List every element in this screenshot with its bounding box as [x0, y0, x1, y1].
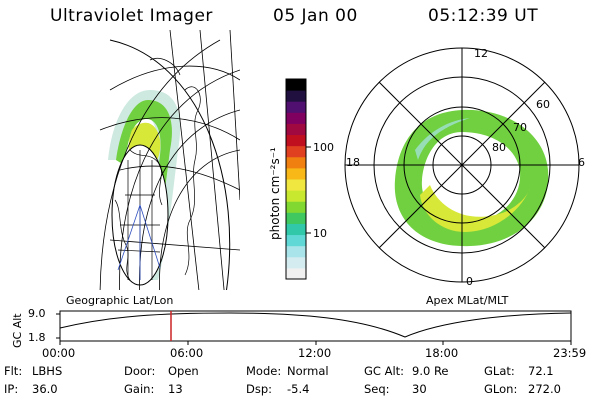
mlt-label-0: 0 [466, 275, 473, 288]
colorbar-band [286, 79, 306, 91]
footer-key: GC Alt: [364, 364, 405, 378]
geographic-map [99, 30, 240, 290]
colorbar-band [286, 90, 306, 102]
mlt-label-6: 6 [578, 156, 585, 169]
colorbar-band [286, 256, 306, 269]
time-tick-1200: 12:00 [298, 346, 332, 360]
altitude-tick-max: 9.0 [28, 307, 46, 320]
footer-value: 36.0 [32, 382, 58, 396]
footer-key: Mode: [246, 364, 282, 378]
mlt-label-18: 18 [346, 156, 360, 169]
footer-value: 272.0 [528, 382, 561, 396]
footer-value: 30 [412, 382, 427, 396]
altitude-tick-min: 1.8 [28, 331, 46, 344]
colorbar-band [286, 234, 306, 247]
footer-value: 72.1 [528, 364, 554, 378]
footer-value: LBHS [32, 364, 63, 378]
time-text: 05:12:39 UT [428, 6, 539, 26]
time-tick-2359: 23:59 [553, 346, 587, 360]
footer-key: Door: [124, 364, 156, 378]
altitude-axis-label: GC Alt [11, 313, 24, 348]
footer-value: -5.4 [287, 382, 310, 396]
colorbar-tick-100: 100 [313, 141, 334, 154]
colorbar-band [286, 267, 306, 280]
polar-plot [344, 47, 580, 283]
colorbar-band [286, 112, 306, 124]
altitude-curve [59, 312, 572, 338]
footer-key: Flt: [4, 364, 23, 378]
colorbar-unit-label: photon cm⁻²s⁻¹ [268, 147, 282, 240]
polar-label: Apex MLat/MLT [426, 294, 509, 307]
colorbar-band [286, 123, 306, 136]
colorbar-band [286, 223, 306, 236]
aurora-bright-polar [420, 185, 530, 232]
colorbar-band [286, 145, 306, 158]
footer-key: Dsp: [246, 382, 273, 396]
colorbar-band [286, 245, 306, 258]
colorbar-band [286, 101, 306, 113]
lat-label-60: 60 [536, 98, 550, 111]
footer-value: Open [168, 364, 199, 378]
colorbar [285, 78, 311, 280]
colorbar-band [286, 201, 306, 213]
altitude-plot [56, 310, 572, 345]
footer-value: 9.0 Re [412, 364, 449, 378]
colorbar-band [286, 156, 306, 169]
date-text: 05 Jan 00 [273, 6, 358, 26]
lat-label-70: 70 [513, 121, 527, 134]
lat-label-80: 80 [492, 141, 506, 154]
footer-key: GLon: [484, 382, 518, 396]
footer-value: 13 [168, 382, 183, 396]
time-tick-0600: 06:00 [170, 346, 204, 360]
footer-value: Normal [287, 364, 329, 378]
colorbar-band [286, 179, 306, 191]
colorbar-band [286, 190, 306, 202]
footer-key: Seq: [364, 382, 390, 396]
colorbar-band [286, 134, 306, 147]
footer-key: GLat: [484, 364, 515, 378]
geographic-label: Geographic Lat/Lon [66, 294, 174, 307]
mlt-label-12: 12 [474, 47, 488, 60]
footer-key: Gain: [124, 382, 155, 396]
footer-key: IP: [4, 382, 19, 396]
time-tick-1800: 18:00 [425, 346, 459, 360]
colorbar-band [286, 212, 306, 224]
colorbar-band [286, 167, 306, 180]
colorbar-tick-10: 10 [313, 227, 327, 240]
time-tick-0000: 00:00 [42, 346, 76, 360]
imager-title: Ultraviolet Imager [50, 6, 213, 26]
